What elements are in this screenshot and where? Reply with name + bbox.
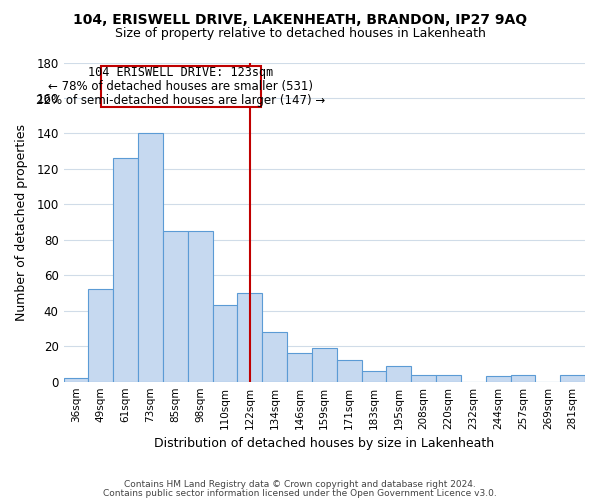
Bar <box>238 293 262 382</box>
Bar <box>511 374 535 382</box>
X-axis label: Distribution of detached houses by size in Lakenheath: Distribution of detached houses by size … <box>154 437 494 450</box>
Bar <box>212 306 238 382</box>
Bar <box>386 366 411 382</box>
Bar <box>436 374 461 382</box>
Bar <box>262 332 287 382</box>
Bar <box>88 290 113 382</box>
Text: ← 78% of detached houses are smaller (531): ← 78% of detached houses are smaller (53… <box>49 80 313 93</box>
Bar <box>560 374 585 382</box>
Bar <box>64 378 88 382</box>
Text: Size of property relative to detached houses in Lakenheath: Size of property relative to detached ho… <box>115 28 485 40</box>
Text: 104 ERISWELL DRIVE: 123sqm: 104 ERISWELL DRIVE: 123sqm <box>88 66 274 80</box>
Bar <box>113 158 138 382</box>
Bar <box>411 374 436 382</box>
Bar <box>362 371 386 382</box>
Bar <box>287 354 312 382</box>
Text: Contains HM Land Registry data © Crown copyright and database right 2024.: Contains HM Land Registry data © Crown c… <box>124 480 476 489</box>
FancyBboxPatch shape <box>101 66 261 107</box>
Bar <box>312 348 337 382</box>
Bar <box>188 231 212 382</box>
Bar <box>485 376 511 382</box>
Text: 22% of semi-detached houses are larger (147) →: 22% of semi-detached houses are larger (… <box>36 94 326 106</box>
Bar <box>337 360 362 382</box>
Text: 104, ERISWELL DRIVE, LAKENHEATH, BRANDON, IP27 9AQ: 104, ERISWELL DRIVE, LAKENHEATH, BRANDON… <box>73 12 527 26</box>
Text: Contains public sector information licensed under the Open Government Licence v3: Contains public sector information licen… <box>103 489 497 498</box>
Y-axis label: Number of detached properties: Number of detached properties <box>15 124 28 320</box>
Bar <box>138 134 163 382</box>
Bar <box>163 231 188 382</box>
